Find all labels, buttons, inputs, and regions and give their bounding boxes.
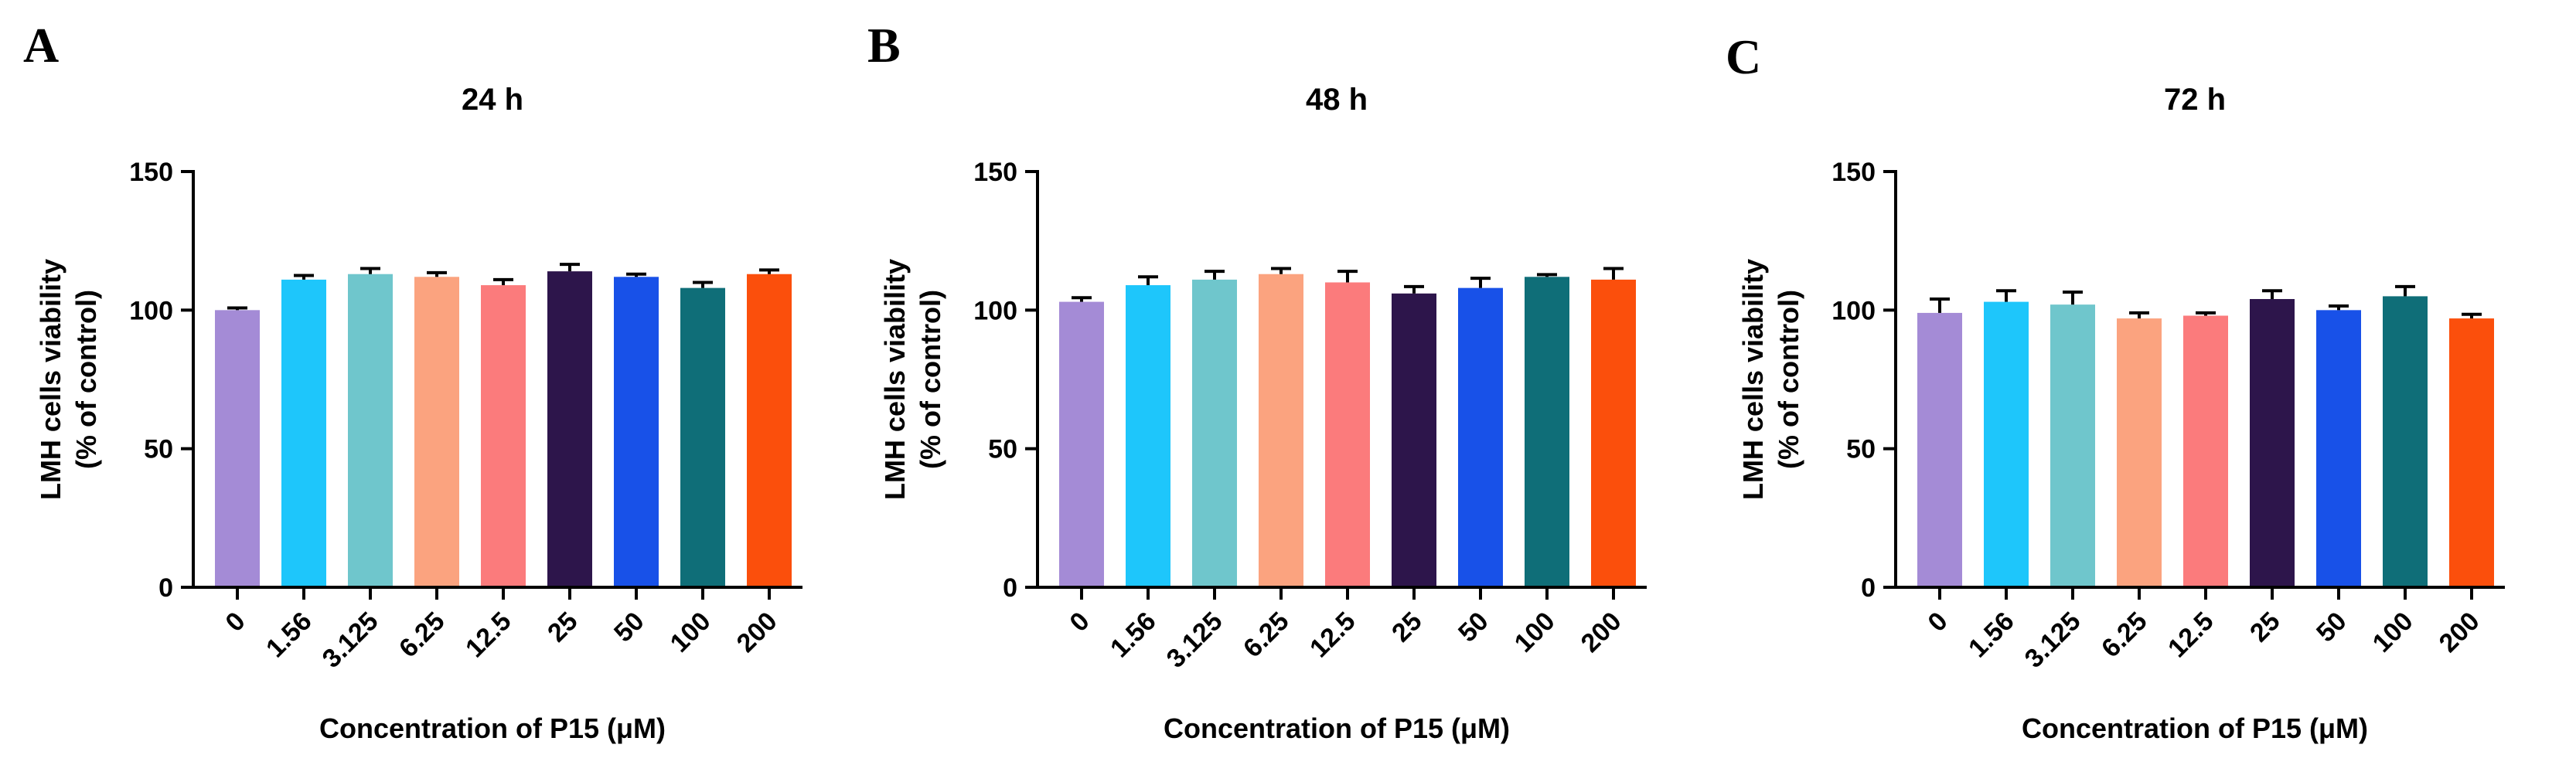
y-tick-label: 100 — [973, 296, 1017, 325]
bar-1_56 — [1126, 285, 1170, 587]
x-axis-label: Concentration of P15 (μM) — [1164, 712, 1510, 744]
x-axis-label: Concentration of P15 (μM) — [319, 712, 666, 744]
x-tick-label: 3.125 — [2019, 607, 2087, 674]
x-tick-label: 50 — [608, 607, 650, 648]
x-tick-label: 1.56 — [261, 607, 318, 664]
x-tick-label: 1.56 — [1963, 607, 2020, 664]
y-tick-label: 0 — [1003, 573, 1017, 603]
y-axis-label-line2: (% of control) — [70, 290, 102, 469]
bar-100 — [680, 287, 725, 587]
x-tick-label: 25 — [1386, 607, 1428, 648]
bar-200 — [2449, 318, 2494, 587]
x-axis-label: Concentration of P15 (μM) — [2022, 712, 2368, 744]
bar-3_125 — [1192, 279, 1237, 587]
bar-50 — [1458, 287, 1503, 587]
panel-letter-b: B — [867, 18, 901, 73]
y-tick-label: 100 — [1831, 296, 1876, 325]
panel-letter-c: C — [1726, 29, 1761, 84]
bar-25 — [2250, 298, 2295, 587]
x-tick-label: 0 — [1922, 607, 1953, 638]
x-tick-label: 3.125 — [1161, 607, 1228, 674]
bar-1_56 — [1984, 301, 2029, 587]
y-tick-label: 150 — [973, 158, 1017, 187]
chart-title: 72 h — [2164, 83, 2226, 117]
y-tick-label: 50 — [144, 435, 173, 464]
y-tick-label: 0 — [158, 573, 173, 603]
x-tick-label: 50 — [1453, 607, 1494, 648]
bar-12_5 — [1325, 282, 1370, 587]
bar-0 — [1917, 312, 1962, 587]
x-tick-label: 100 — [2367, 607, 2419, 658]
panel-a: A 24 h LMH cells viability (% of control… — [23, 18, 802, 744]
panel-b: B 48 h LMH cells viability (% of control… — [867, 18, 1647, 744]
y-axis-label-line1: LMH cells viability — [1737, 259, 1769, 500]
x-tick-label: 200 — [1576, 607, 1627, 658]
bar-100 — [1525, 277, 1569, 587]
x-tick-label: 200 — [2434, 607, 2486, 658]
plot-area: 0 50 100 150 0 1.563.125 6.25 12.5 25 50 100 200 — [129, 158, 802, 674]
y-tick-label: 50 — [988, 435, 1017, 464]
bar-200 — [1591, 279, 1636, 587]
y-tick-label: 100 — [129, 296, 173, 325]
x-tick-label: 25 — [542, 607, 584, 648]
x-tick-label: 6.25 — [394, 607, 451, 664]
x-tick-label: 25 — [2244, 607, 2286, 648]
bar-25 — [1392, 293, 1436, 587]
y-axis-label-line1: LMH cells viability — [879, 259, 911, 500]
panel-letter-a: A — [23, 18, 59, 73]
bar-3_125 — [348, 274, 393, 587]
x-tick-label: 3.125 — [317, 607, 384, 674]
x-tick-label: 0 — [220, 607, 250, 638]
bar-12_5 — [2183, 315, 2228, 587]
chart-title: 24 h — [462, 83, 523, 117]
bar-200 — [747, 274, 792, 587]
plot-area: 0 50 100 150 0 1.563.125 6.25 12.5 25 50 100 200 — [973, 158, 1647, 674]
y-tick-label: 0 — [1861, 573, 1876, 603]
plot-area: 0 50 100 150 0 1.563.125 6.25 12.5 25 50 100 200 — [1831, 158, 2505, 674]
panel-c: C 72 h LMH cells viability (% of control… — [1726, 29, 2505, 744]
bar-0 — [1059, 301, 1104, 587]
chart-title: 48 h — [1306, 83, 1368, 117]
y-axis-label-line2: (% of control) — [1773, 290, 1804, 469]
bar-100 — [2383, 296, 2428, 587]
x-tick-label: 12.5 — [2162, 607, 2220, 664]
bar-50 — [2316, 310, 2361, 587]
y-axis-label-line2: (% of control) — [915, 290, 946, 469]
y-axis-label-line1: LMH cells viability — [35, 259, 66, 500]
y-tick-label: 50 — [1846, 435, 1876, 464]
y-tick-label: 150 — [1831, 158, 1876, 187]
x-tick-label: 100 — [665, 607, 717, 658]
bar-50 — [614, 277, 659, 587]
bar-25 — [547, 271, 592, 587]
bar-6_25 — [414, 277, 459, 587]
bar-0 — [215, 310, 260, 587]
bar-3_125 — [2050, 304, 2095, 587]
x-tick-label: 12.5 — [460, 607, 517, 664]
x-tick-label: 0 — [1064, 607, 1095, 638]
x-tick-label: 100 — [1509, 607, 1561, 658]
x-tick-label: 6.25 — [2096, 607, 2153, 664]
x-tick-label: 12.5 — [1304, 607, 1361, 664]
bar-1_56 — [281, 279, 326, 587]
y-tick-label: 150 — [129, 158, 173, 187]
x-tick-label: 6.25 — [1238, 607, 1295, 664]
x-tick-label: 50 — [2311, 607, 2353, 648]
bar-6_25 — [1259, 274, 1303, 587]
x-tick-label: 1.56 — [1105, 607, 1162, 664]
bar-12_5 — [481, 285, 526, 587]
x-tick-label: 200 — [731, 607, 783, 658]
bar-6_25 — [2117, 318, 2162, 587]
